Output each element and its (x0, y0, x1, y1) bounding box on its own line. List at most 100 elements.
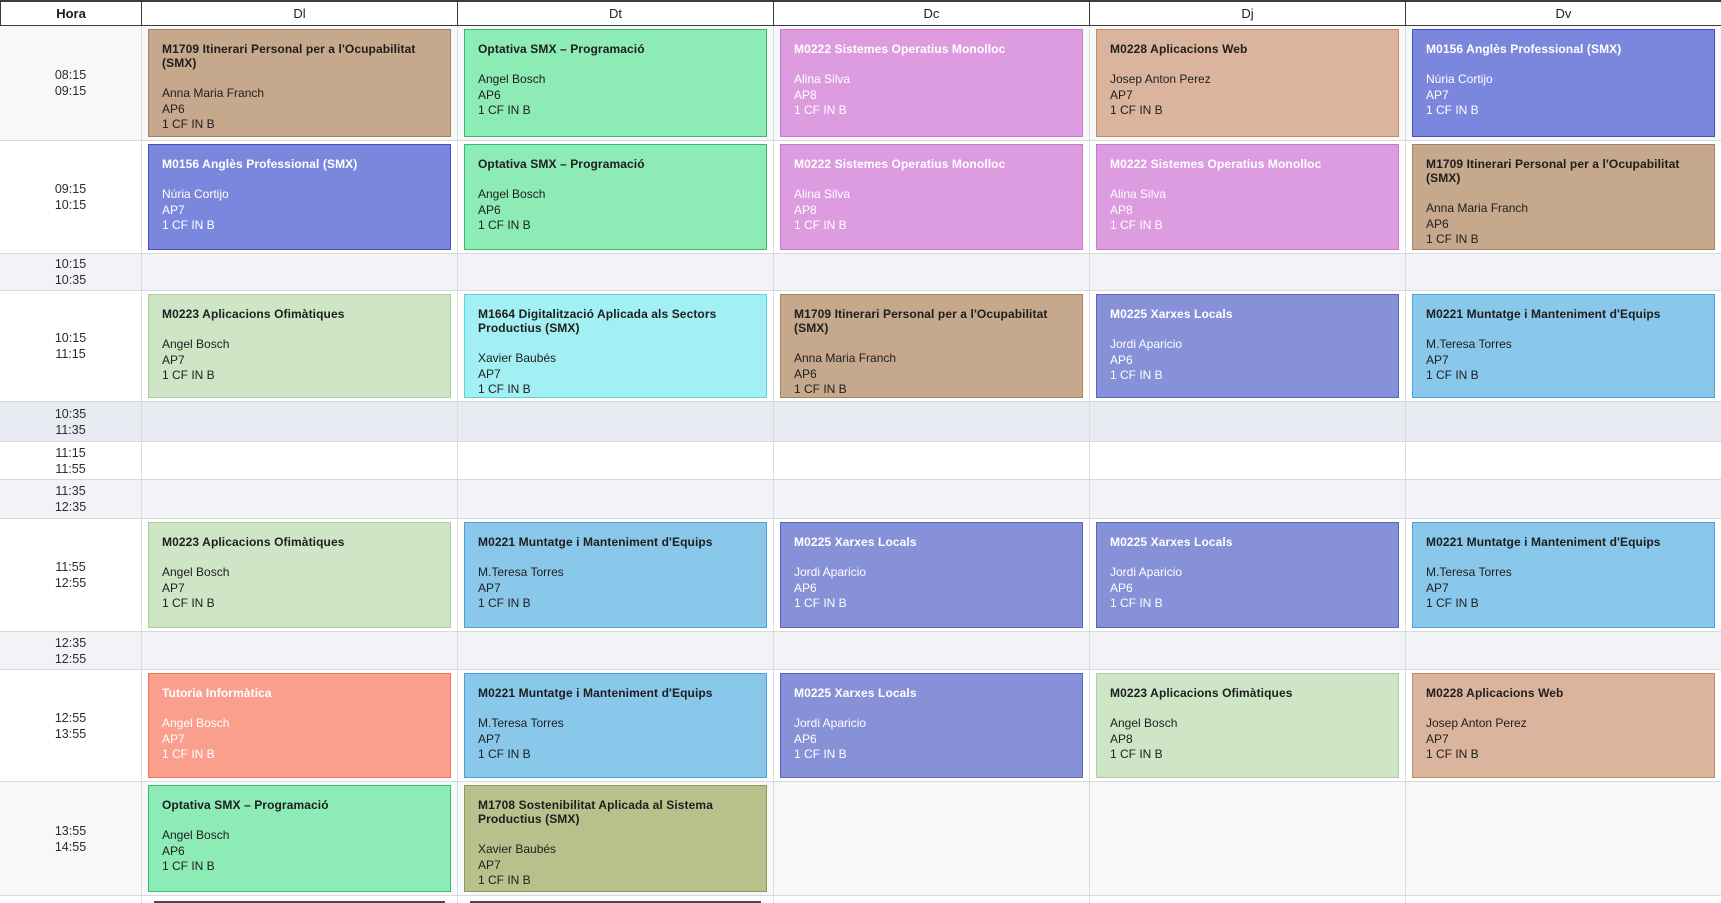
class-group: 1 CF IN B (162, 368, 215, 382)
course-title: Tutoria Informàtica (162, 686, 272, 700)
day-cell: M0221 Muntatge i Manteniment d'Equips M.… (457, 670, 773, 781)
timetable-row: 13:55 14:55 Optativa SMX – Programació A… (0, 782, 1721, 896)
timetable-row: 12:55 13:55 Tutoria Informàtica Angel Bo… (0, 670, 1721, 782)
lesson-card[interactable]: M0221 Muntatge i Manteniment d'Equips M.… (464, 673, 767, 778)
lesson-card[interactable]: M0156 Anglès Professional (SMX) Núria Co… (1412, 29, 1715, 137)
time-start: 13:55 (54, 823, 87, 838)
class-group: 1 CF IN B (794, 747, 847, 761)
lesson-card[interactable]: Optativa SMX – Programació Angel Bosch A… (464, 144, 767, 250)
day-cell (457, 896, 773, 903)
lesson-card[interactable]: M0222 Sistemes Operatius Monolloc Alina … (1096, 144, 1399, 250)
lesson-card[interactable]: M0223 Aplicacions Ofimàtiques Angel Bosc… (1096, 673, 1399, 778)
lesson-card[interactable]: M0225 Xarxes Locals Jordi Aparicio AP6 1… (780, 522, 1083, 628)
day-cell: M1708 Sostenibilitat Aplicada al Sistema… (457, 782, 773, 895)
timetable-row: 11:55 12:55 M0223 Aplicacions Ofimàtique… (0, 519, 1721, 632)
day-cell (141, 402, 457, 441)
day-cell (773, 480, 1089, 518)
day-cell (773, 254, 1089, 290)
day-cell (141, 480, 457, 518)
lesson-card[interactable]: Optativa SMX – Programació Angel Bosch A… (464, 29, 767, 137)
lesson-card[interactable]: Optativa SMX – Programació Angel Bosch A… (148, 785, 451, 892)
day-cell: Optativa SMX – Programació Angel Bosch A… (457, 141, 773, 253)
class-group: 1 CF IN B (1110, 747, 1163, 761)
room: AP6 (1110, 352, 1133, 367)
day-cell (773, 632, 1089, 669)
teacher-name: M.Teresa Torres (1426, 565, 1512, 579)
day-cell (457, 442, 773, 479)
break-row: 12:35 12:55 (0, 632, 1721, 670)
column-header-monday: Dl (141, 2, 457, 25)
lesson-card[interactable]: M0221 Muntatge i Manteniment d'Equips M.… (1412, 294, 1715, 398)
lesson-card[interactable]: M1709 Itinerari Personal per a l'Ocupabi… (1412, 144, 1715, 250)
time-start: 11:55 (55, 560, 86, 574)
teacher-name: Jordi Aparicio (794, 565, 867, 579)
time-start: 10:15 (54, 257, 87, 271)
lesson-card[interactable]: M1664 Digitalització Aplicada als Sector… (464, 294, 767, 398)
room: AP8 (794, 87, 817, 102)
teacher-name: Jordi Aparicio (1110, 565, 1183, 579)
day-cell (141, 254, 457, 290)
lesson-card[interactable]: M0225 Xarxes Locals Jordi Aparicio AP6 1… (780, 673, 1083, 778)
class-group: 1 CF IN B (794, 596, 847, 610)
teacher-name: Xavier Baubés (478, 351, 557, 365)
lesson-card[interactable]: Tutoria Informàtica Angel Bosch AP7 1 CF… (148, 673, 451, 778)
room: AP8 (1110, 731, 1133, 746)
lesson-card[interactable]: M0225 Xarxes Locals Jordi Aparicio AP6 1… (1096, 522, 1399, 628)
time-slot: 08:15 09:15 (0, 26, 141, 140)
teacher-name: Angel Bosch (478, 72, 546, 86)
course-title: M0221 Muntatge i Manteniment d'Equips (478, 686, 713, 700)
day-cell (1405, 442, 1721, 479)
lesson-card[interactable]: M0221 Muntatge i Manteniment d'Equips M.… (1412, 522, 1715, 628)
teacher-name: Angel Bosch (162, 828, 230, 842)
lesson-card[interactable]: M0223 Aplicacions Ofimàtiques Angel Bosc… (148, 522, 451, 628)
class-group: 1 CF IN B (162, 218, 215, 232)
lesson-card[interactable]: M0222 Sistemes Operatius Monolloc Alina … (780, 144, 1083, 250)
day-cell (1089, 402, 1405, 441)
day-cell: M0225 Xarxes Locals Jordi Aparicio AP6 1… (1089, 291, 1405, 401)
lesson-card[interactable]: M0221 Muntatge i Manteniment d'Equips M.… (464, 522, 767, 628)
course-title: M0225 Xarxes Locals (794, 535, 917, 549)
class-group: 1 CF IN B (794, 103, 847, 117)
lesson-card[interactable]: M0222 Sistemes Operatius Monolloc Alina … (780, 29, 1083, 137)
day-cell: M0222 Sistemes Operatius Monolloc Alina … (773, 141, 1089, 253)
day-cell: M0225 Xarxes Locals Jordi Aparicio AP6 1… (773, 670, 1089, 781)
time-slot: 09:15 10:15 (0, 141, 141, 253)
teacher-name: Núria Cortijo (162, 187, 229, 201)
lesson-card[interactable]: M0223 Aplicacions Ofimàtiques Angel Bosc… (148, 294, 451, 398)
time-end: 12:55 (54, 651, 87, 666)
lesson-card[interactable]: M0228 Aplicacions Web Josep Anton Perez … (1412, 673, 1715, 778)
lesson-card[interactable]: M0228 Aplicacions Web Josep Anton Perez … (1096, 29, 1399, 137)
class-group: 1 CF IN B (162, 117, 215, 131)
room: AP6 (794, 731, 817, 746)
time-end: 14:55 (54, 839, 87, 854)
lesson-card[interactable]: M1709 Itinerari Personal per a l'Ocupabi… (148, 29, 451, 137)
course-title: M1708 Sostenibilitat Aplicada al Sistema… (478, 798, 713, 826)
lesson-card[interactable]: M1709 Itinerari Personal per a l'Ocupabi… (780, 294, 1083, 398)
class-group: 1 CF IN B (1426, 368, 1479, 382)
course-title: M0222 Sistemes Operatius Monolloc (1110, 157, 1322, 171)
course-title: M0223 Aplicacions Ofimàtiques (162, 535, 345, 549)
teacher-name: Alina Silva (794, 72, 851, 86)
class-group: 1 CF IN B (794, 218, 847, 232)
lesson-card[interactable]: M0156 Anglès Professional (SMX) Núria Co… (148, 144, 451, 250)
class-group: 1 CF IN B (478, 596, 531, 610)
class-group: 1 CF IN B (478, 218, 531, 232)
teacher-name: Núria Cortijo (1426, 72, 1493, 86)
course-title: M0221 Muntatge i Manteniment d'Equips (1426, 535, 1661, 549)
class-group: 1 CF IN B (1426, 232, 1479, 246)
course-title: M0228 Aplicacions Web (1110, 42, 1248, 56)
day-cell (457, 480, 773, 518)
room: AP6 (478, 202, 501, 217)
time-end: 11:15 (55, 347, 86, 361)
room: AP7 (478, 731, 501, 746)
course-title: M0223 Aplicacions Ofimàtiques (1110, 686, 1293, 700)
course-title: M1664 Digitalització Aplicada als Sector… (478, 307, 717, 335)
day-cell (1405, 782, 1721, 895)
lesson-card[interactable]: M0225 Xarxes Locals Jordi Aparicio AP6 1… (1096, 294, 1399, 398)
room: AP7 (162, 202, 185, 217)
lesson-card[interactable]: M1708 Sostenibilitat Aplicada al Sistema… (464, 785, 767, 892)
day-cell: M0156 Anglès Professional (SMX) Núria Co… (1405, 26, 1721, 140)
class-group: 1 CF IN B (1110, 368, 1163, 382)
time-end: 13:55 (54, 726, 87, 741)
